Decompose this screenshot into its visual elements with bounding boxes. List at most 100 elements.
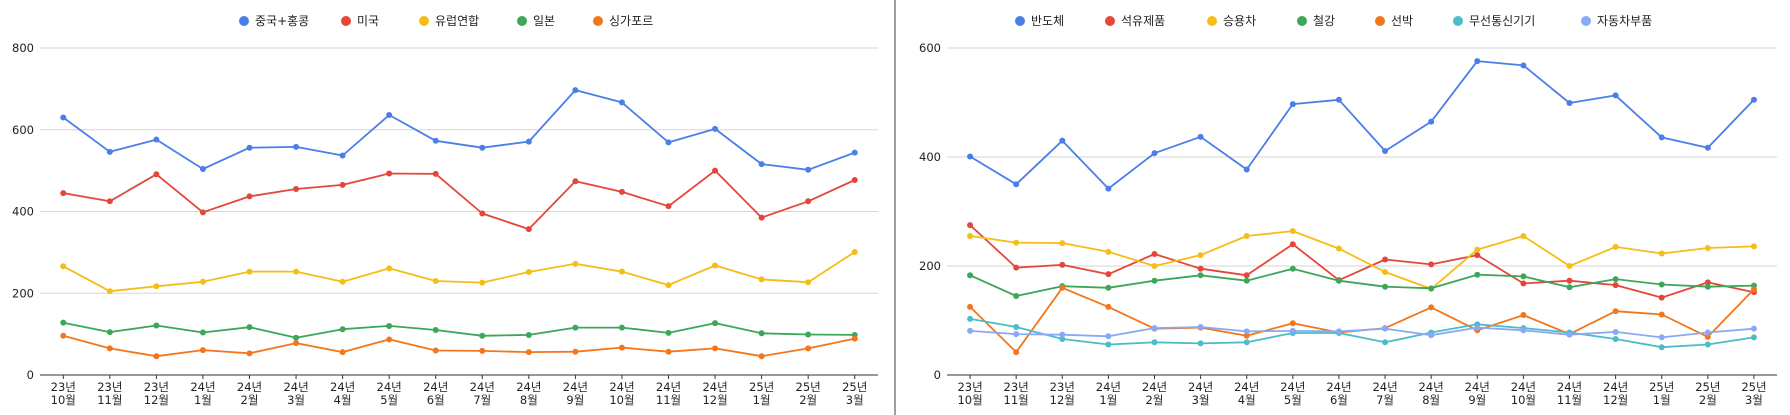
data-point bbox=[525, 331, 532, 338]
series-line bbox=[62, 251, 856, 293]
data-point bbox=[1105, 333, 1112, 340]
series-line bbox=[969, 60, 1755, 190]
legend-label: 철강 bbox=[1313, 14, 1335, 28]
legend-label: 미국 bbox=[357, 14, 379, 28]
data-point bbox=[1612, 336, 1619, 343]
data-point bbox=[386, 170, 393, 177]
data-point bbox=[1658, 134, 1665, 141]
data-point bbox=[1013, 239, 1020, 246]
data-point bbox=[665, 329, 672, 336]
series-line bbox=[63, 169, 856, 231]
y-tick-label: 0 bbox=[934, 368, 941, 382]
data-point bbox=[618, 324, 625, 331]
data-point bbox=[525, 138, 532, 145]
data-point bbox=[293, 143, 300, 150]
legend-label: 무선통신기기 bbox=[1469, 14, 1535, 28]
x-tick-label: 24년 1월 bbox=[1096, 380, 1121, 407]
data-point bbox=[1704, 283, 1711, 290]
x-tick-label: 24년 12월 bbox=[1603, 380, 1628, 407]
data-point bbox=[1704, 279, 1711, 286]
data-point bbox=[712, 167, 719, 174]
x-tick-label: 24년 7월 bbox=[470, 380, 495, 407]
data-point bbox=[1612, 276, 1619, 283]
data-point bbox=[1704, 341, 1711, 348]
data-point bbox=[1750, 243, 1757, 250]
data-point bbox=[246, 350, 253, 357]
data-point bbox=[246, 144, 253, 151]
data-point bbox=[1382, 268, 1389, 275]
data-point bbox=[293, 268, 300, 275]
data-point bbox=[246, 324, 253, 331]
data-point bbox=[153, 283, 160, 290]
data-point bbox=[1197, 265, 1204, 272]
data-point bbox=[106, 198, 113, 205]
x-tick-label: 24년 10월 bbox=[1511, 380, 1536, 407]
data-point bbox=[1474, 271, 1481, 278]
data-point bbox=[525, 268, 532, 275]
x-tick-label: 24년 4월 bbox=[1234, 380, 1259, 407]
y-tick-label: 400 bbox=[12, 205, 34, 219]
data-point bbox=[106, 288, 113, 295]
data-point bbox=[60, 263, 67, 270]
x-tick-label: 25년 2월 bbox=[796, 380, 821, 407]
data-point bbox=[1197, 252, 1204, 259]
legend-label: 승용차 bbox=[1223, 14, 1256, 28]
data-point bbox=[1382, 148, 1389, 155]
data-point bbox=[1197, 133, 1204, 140]
data-point bbox=[1658, 334, 1665, 341]
y-tick-label: 600 bbox=[919, 41, 941, 55]
data-point bbox=[618, 99, 625, 106]
data-point bbox=[339, 326, 346, 333]
data-point bbox=[1059, 137, 1066, 144]
data-point bbox=[1382, 325, 1389, 332]
data-point bbox=[572, 348, 579, 355]
data-point bbox=[1474, 324, 1481, 331]
data-point bbox=[199, 209, 206, 216]
data-point bbox=[293, 186, 300, 193]
data-point bbox=[1520, 273, 1527, 280]
series-line bbox=[970, 326, 1754, 339]
data-point bbox=[758, 276, 765, 283]
data-point bbox=[339, 349, 346, 356]
data-point bbox=[1335, 245, 1342, 252]
data-point bbox=[967, 315, 974, 322]
data-point bbox=[805, 331, 812, 338]
data-point bbox=[339, 152, 346, 159]
x-tick-label: 23년 11월 bbox=[97, 380, 122, 407]
legend-label: 일본 bbox=[533, 14, 555, 28]
data-point bbox=[967, 222, 974, 229]
data-point bbox=[1151, 150, 1158, 157]
data-point bbox=[1566, 284, 1573, 291]
x-tick-label: 24년 8월 bbox=[1419, 380, 1444, 407]
series-line bbox=[969, 224, 1755, 299]
data-point bbox=[1013, 292, 1020, 299]
data-point bbox=[525, 349, 532, 356]
data-point bbox=[1704, 329, 1711, 336]
data-point bbox=[199, 165, 206, 172]
data-point bbox=[967, 233, 974, 240]
x-tick-label: 24년 9월 bbox=[1465, 380, 1490, 407]
data-point bbox=[479, 144, 486, 151]
data-point bbox=[572, 260, 579, 267]
legend-marker bbox=[1581, 16, 1591, 26]
x-tick-label: 25년 2월 bbox=[1695, 380, 1720, 407]
data-point bbox=[1612, 92, 1619, 99]
data-point bbox=[60, 114, 67, 121]
data-point bbox=[1566, 277, 1573, 284]
data-point bbox=[1151, 339, 1158, 346]
data-point bbox=[1704, 333, 1711, 340]
data-point bbox=[967, 327, 974, 334]
legend-marker bbox=[1105, 16, 1115, 26]
data-point bbox=[967, 153, 974, 160]
data-point bbox=[386, 322, 393, 329]
data-point bbox=[153, 136, 160, 143]
series-line bbox=[63, 334, 855, 358]
data-point bbox=[1059, 261, 1066, 268]
data-point bbox=[712, 320, 719, 327]
data-point bbox=[1105, 271, 1112, 278]
y-tick-label: 600 bbox=[12, 123, 34, 137]
data-point bbox=[153, 171, 160, 178]
data-point bbox=[1151, 325, 1158, 332]
data-point bbox=[805, 166, 812, 173]
